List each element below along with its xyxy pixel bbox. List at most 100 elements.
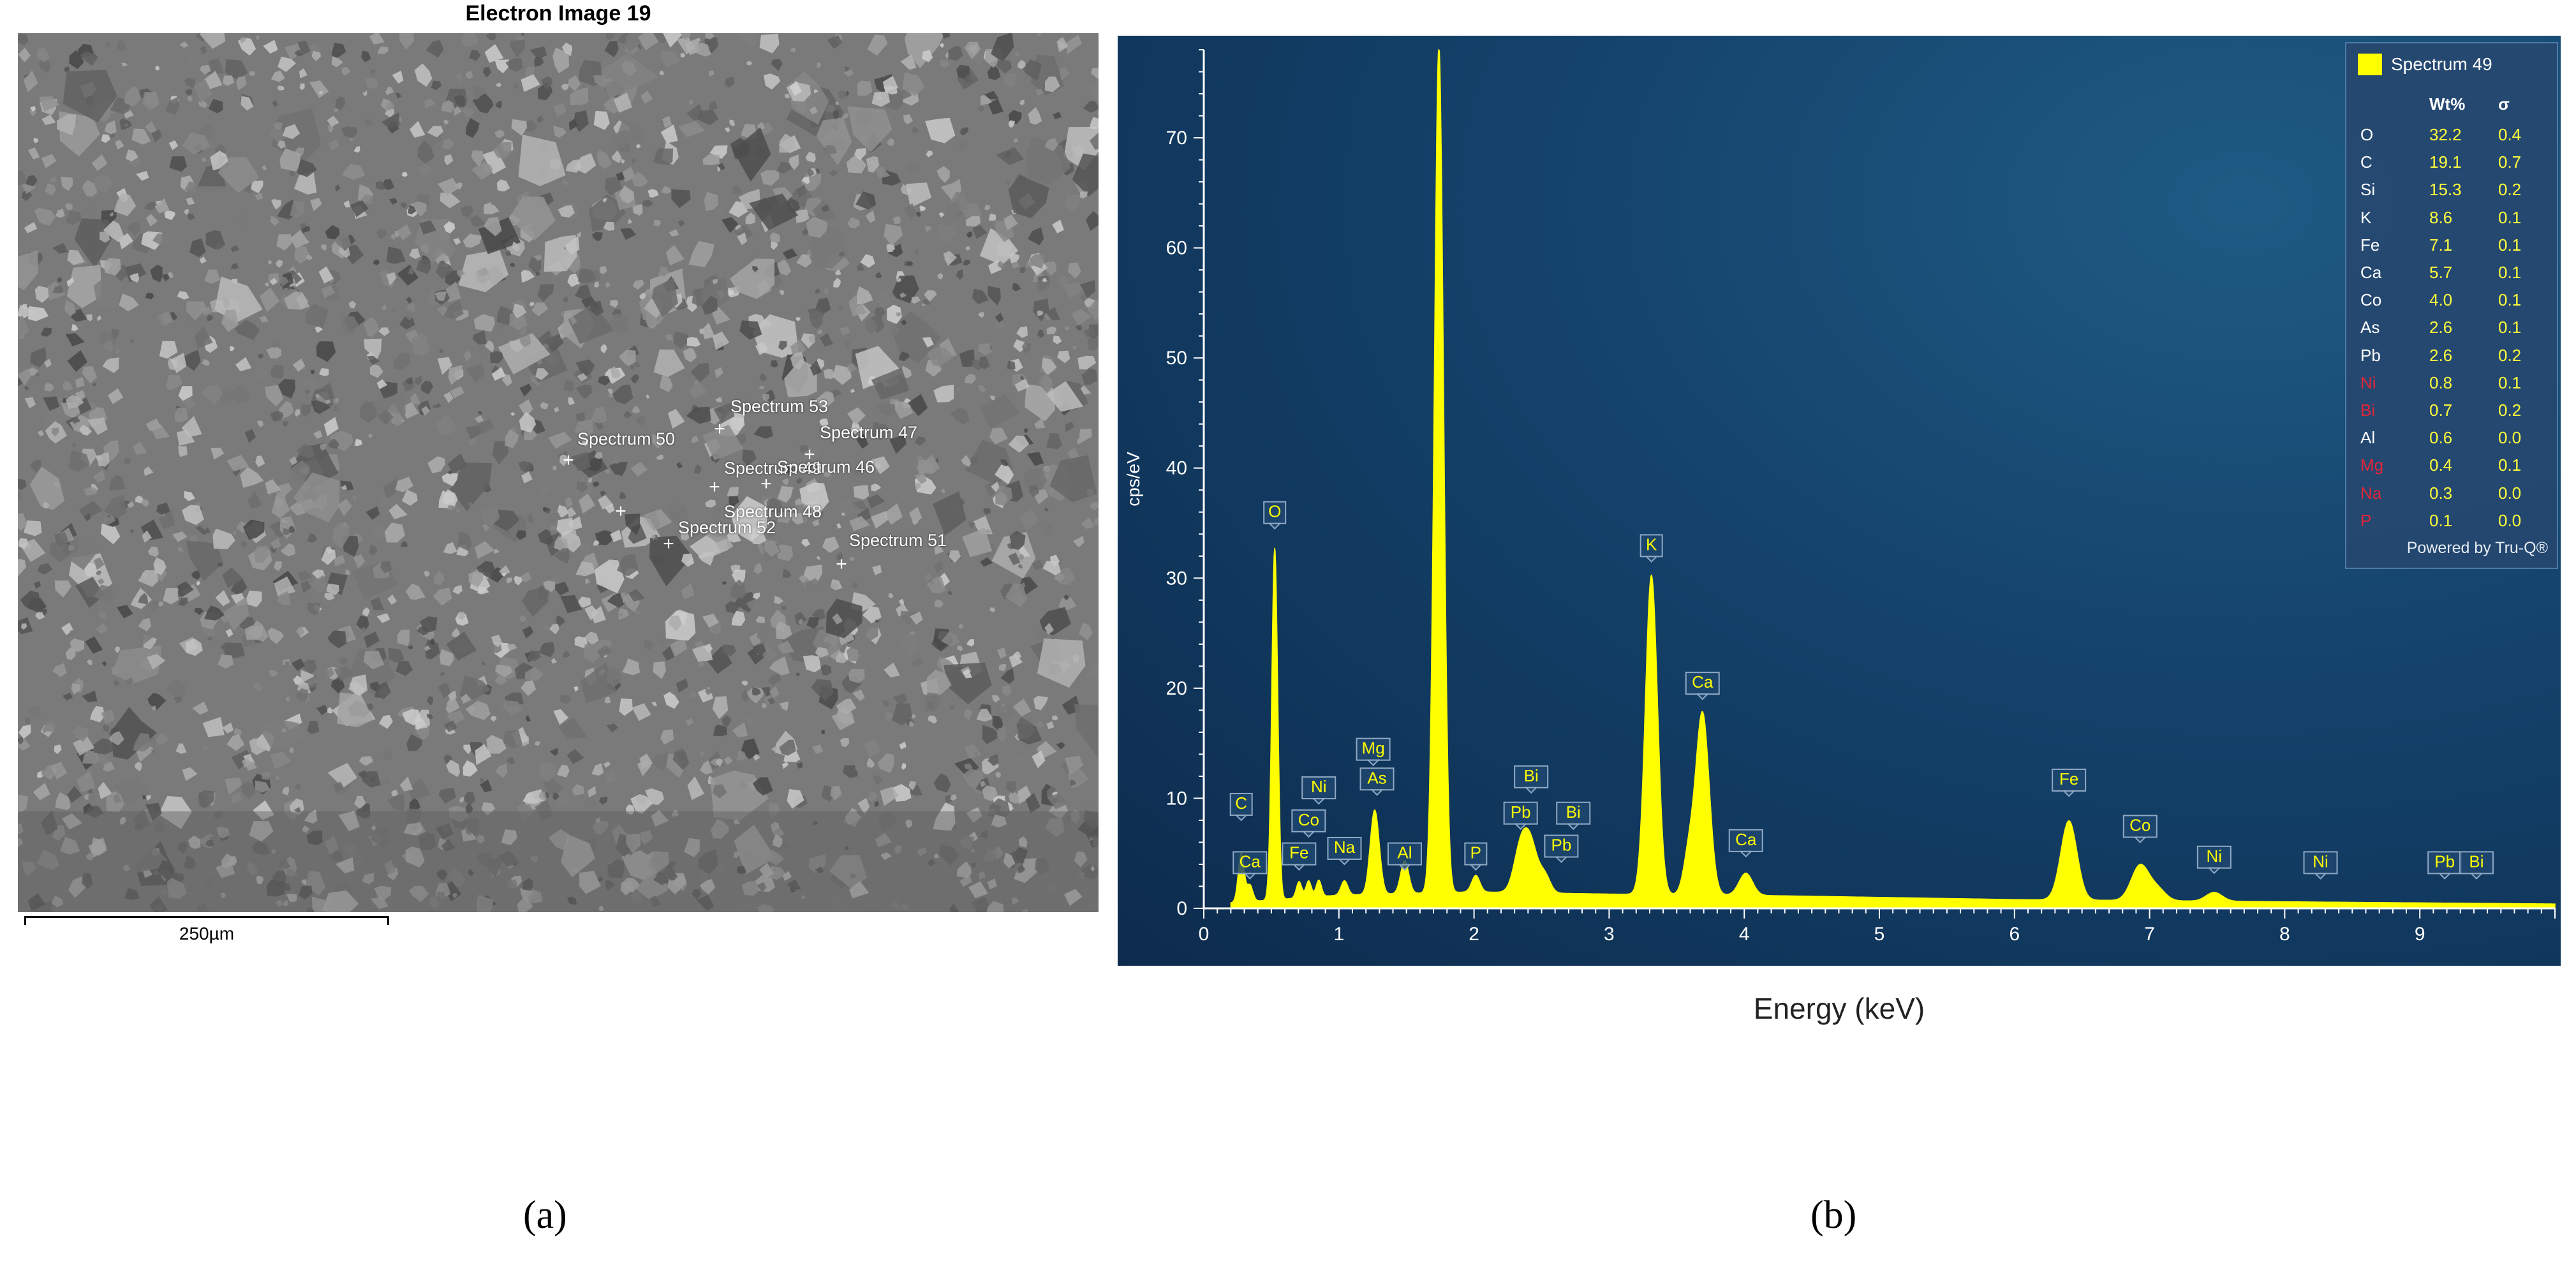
peak-label-fe[interactable]: Fe <box>2052 768 2087 797</box>
legend-element: O <box>2360 125 2374 144</box>
peak-label-na[interactable]: Na <box>1327 836 1362 866</box>
sem-texture <box>18 33 1099 912</box>
legend-element: K <box>2360 207 2372 227</box>
svg-text:O: O <box>1268 502 1281 521</box>
legend-row-as: As 2.6 0.1 <box>2346 318 2559 345</box>
svg-text:Ni: Ni <box>2207 846 2223 866</box>
svg-text:Bi: Bi <box>1566 802 1581 822</box>
svg-text:C: C <box>1235 794 1247 813</box>
legend-wt-value: 32.2 <box>2429 125 2462 144</box>
spectrum-label-51[interactable]: Spectrum 51 <box>849 531 947 550</box>
y-tick-label: 20 <box>1166 678 1187 699</box>
y-tick-label: 60 <box>1166 238 1187 259</box>
legend-element: Co <box>2360 290 2382 310</box>
y-tick-label: 10 <box>1166 788 1187 809</box>
legend-row-p: P 0.1 0.0 <box>2346 511 2559 538</box>
peak-label-ca[interactable]: Ca <box>1685 672 1720 700</box>
legend-wt-value: 7.1 <box>2429 235 2453 255</box>
spectrum-marker-49[interactable]: + <box>709 476 720 498</box>
peak-label-bi[interactable]: Bi <box>1514 765 1549 794</box>
spectrum-label-52[interactable]: Spectrum 52 <box>678 518 776 537</box>
scale-bar <box>24 916 389 925</box>
peak-label-co[interactable]: Co <box>2122 815 2158 843</box>
peak-label-k[interactable]: K <box>1640 534 1663 563</box>
peak-label-c[interactable]: C <box>1229 792 1253 822</box>
legend-row-na: Na 0.3 0.0 <box>2346 484 2559 511</box>
legend-element: Na <box>2360 483 2382 503</box>
peak-label-pb[interactable]: Pb <box>1544 834 1579 863</box>
spectrum-marker-50[interactable]: + <box>563 450 574 471</box>
peak-label-ni[interactable]: Ni <box>2303 851 2338 880</box>
svg-text:Fe: Fe <box>2059 769 2078 788</box>
sem-electron-image: Spectrum 53 + Spectrum 47 + Spectrum 50 … <box>18 33 1099 912</box>
svg-text:Co: Co <box>1298 810 1319 829</box>
legend-wt-value: 5.7 <box>2429 263 2453 282</box>
eds-spectrum-panel: 0 1 2 3 4 5 6 7 8 9 0 10 20 30 40 50 60 70 cps/eV C Ca O Fe Co N… <box>1118 36 2561 966</box>
peak-label-ni[interactable]: Ni <box>1301 776 1336 805</box>
spectrum-marker-53[interactable]: + <box>714 418 725 439</box>
peak-label-co[interactable]: Co <box>1291 809 1326 838</box>
peak-label-as[interactable]: As <box>1359 767 1395 796</box>
y-tick-label: 70 <box>1166 128 1187 149</box>
legend-wt-value: 0.3 <box>2429 483 2453 503</box>
spectrum-label-48[interactable]: Spectrum 48 <box>724 502 822 521</box>
legend-row-mg: Mg 0.4 0.1 <box>2346 455 2559 483</box>
legend-wt-value: 0.4 <box>2429 455 2453 475</box>
spectrum-marker-51[interactable]: + <box>836 554 847 575</box>
peak-label-p[interactable]: P <box>1464 842 1488 871</box>
spectrum-label-53[interactable]: Spectrum 53 <box>730 397 829 416</box>
legend-sigma-value: 0.0 <box>2498 510 2522 530</box>
x-tick-label: 3 <box>1604 924 1615 945</box>
svg-text:Fe: Fe <box>1289 843 1308 862</box>
spectrum-label-49[interactable]: Spectrum 49 <box>724 459 822 478</box>
spectrum-marker-46[interactable]: + <box>760 473 772 494</box>
peak-label-fe[interactable]: Fe <box>1282 842 1317 871</box>
legend-row-c: C 19.1 0.7 <box>2346 152 2559 180</box>
legend-header-wt: Wt% <box>2429 94 2466 114</box>
x-tick-label: 6 <box>2009 924 2020 945</box>
legend-swatch <box>2358 54 2382 75</box>
legend-wt-value: 19.1 <box>2429 152 2462 172</box>
peak-label-bi[interactable]: Bi <box>1556 801 1591 831</box>
peak-label-mg[interactable]: Mg <box>1356 737 1391 767</box>
legend-wt-value: 0.8 <box>2429 373 2453 392</box>
svg-text:Ca: Ca <box>1240 852 1261 871</box>
legend-sigma-value: 0.1 <box>2498 318 2522 337</box>
spectrum-marker-48[interactable]: + <box>615 501 626 522</box>
spectrum-label-46[interactable]: Spectrum 46 <box>777 457 875 476</box>
legend-sigma-value: 0.2 <box>2498 180 2522 200</box>
peak-label-o[interactable]: O <box>1263 501 1287 530</box>
spectrum-marker-52[interactable]: + <box>663 533 674 554</box>
peak-label-pb[interactable]: Pb <box>1503 801 1538 831</box>
spectrum-label-47[interactable]: Spectrum 47 <box>820 423 918 442</box>
svg-text:Ni: Ni <box>2313 852 2328 871</box>
x-tick-label: 9 <box>2415 924 2425 945</box>
legend-sigma-value: 0.2 <box>2498 401 2522 420</box>
legend-row-bi: Bi 0.7 0.2 <box>2346 401 2559 428</box>
legend-element: Si <box>2360 180 2376 200</box>
x-tick-label: 7 <box>2144 924 2155 945</box>
legend-header: Spectrum 49 <box>2358 54 2492 75</box>
legend-wt-value: 0.7 <box>2429 401 2453 420</box>
svg-text:Bi: Bi <box>1524 766 1539 785</box>
peak-label-al[interactable]: Al <box>1387 842 1422 871</box>
spectrum-marker-47[interactable]: + <box>804 444 815 465</box>
peak-label-bi[interactable]: Bi <box>2459 851 2494 880</box>
legend-row-o: O 32.2 0.4 <box>2346 125 2559 152</box>
legend-element: Ca <box>2360 263 2382 282</box>
peak-label-pb[interactable]: Pb <box>2427 851 2462 880</box>
peak-label-ca[interactable]: Ca <box>1728 829 1763 858</box>
eds-spectrum-chart: 0 1 2 3 4 5 6 7 8 9 0 10 20 30 40 50 60 70 cps/eV C Ca O Fe Co N… <box>1123 48 2556 945</box>
peak-label-ni[interactable]: Ni <box>2196 845 2232 875</box>
legend-wt-value: 0.6 <box>2429 428 2453 448</box>
x-axis-title: Energy (keV) <box>1753 992 1925 1025</box>
legend-element: Bi <box>2360 401 2376 420</box>
legend-row-k: K 8.6 0.1 <box>2346 208 2559 235</box>
x-tick-label: 0 <box>1199 924 1210 945</box>
legend-sigma-value: 0.1 <box>2498 455 2522 475</box>
svg-text:Mg: Mg <box>1362 739 1385 758</box>
x-tick-label: 5 <box>1874 924 1885 945</box>
x-tick-label: 4 <box>1739 924 1750 945</box>
spectrum-label-50[interactable]: Spectrum 50 <box>577 429 676 448</box>
peak-label-ca[interactable]: Ca <box>1232 851 1268 880</box>
